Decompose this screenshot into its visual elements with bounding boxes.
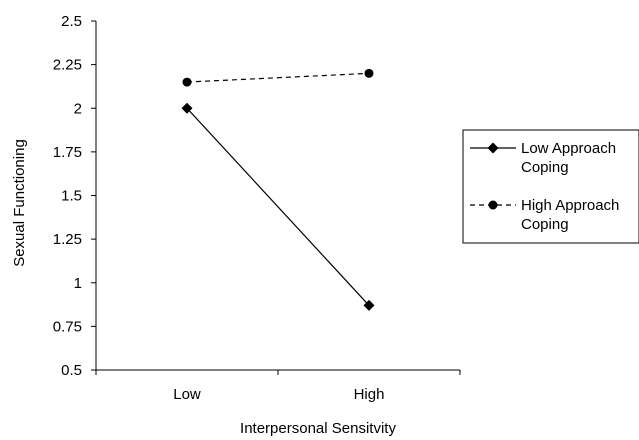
y-axis-title: Sexual Functioning xyxy=(11,139,28,267)
y-tick-label: 2.25 xyxy=(53,57,82,74)
x-tick-label: High xyxy=(354,386,385,403)
y-tick-label: 1 xyxy=(74,275,82,292)
y-tick-label: 1.75 xyxy=(53,144,82,161)
series-line xyxy=(186,107,370,306)
data-point xyxy=(181,102,193,114)
legend-item: Low Approach Coping xyxy=(470,140,616,176)
legend-label: Low Approach xyxy=(521,140,616,157)
series-low-approach-coping xyxy=(181,102,375,311)
y-tick-label: 2.5 xyxy=(61,13,82,30)
data-point xyxy=(364,68,374,78)
y-tick-label: 1.25 xyxy=(53,231,82,248)
series-high-approach-coping xyxy=(182,68,374,87)
data-point xyxy=(182,77,192,87)
legend-swatch-marker xyxy=(487,142,499,154)
x-axis-ticks: Low High xyxy=(95,370,461,403)
y-tick-label: 0.75 xyxy=(53,318,82,335)
legend-label: High Approach xyxy=(521,197,619,214)
legend-swatch-marker xyxy=(488,200,498,210)
legend: Low Approach Coping High Approach Coping xyxy=(462,129,639,244)
legend-item: High Approach Coping xyxy=(470,197,619,233)
legend-items: Low Approach Coping High Approach Coping xyxy=(470,140,619,233)
y-axis-ticks: 0.5 0.75 1 1.25 1.5 1.75 2 2.25 2.5 xyxy=(53,13,96,379)
y-tick-label: 1.5 xyxy=(61,188,82,205)
series-line xyxy=(186,72,370,83)
legend-label: Coping xyxy=(521,216,569,233)
y-tick-label: 2 xyxy=(74,100,82,117)
legend-label: Coping xyxy=(521,159,569,176)
data-point xyxy=(363,299,375,311)
plot-area: 0.5 0.75 1 1.25 1.5 1.75 2 2.25 2.5 Low High xyxy=(53,13,461,403)
x-axis-title: Interpersonal Sensitvity xyxy=(240,420,396,437)
series-group xyxy=(181,68,375,311)
x-tick-label: Low xyxy=(173,386,201,403)
y-tick-label: 0.5 xyxy=(61,362,82,379)
